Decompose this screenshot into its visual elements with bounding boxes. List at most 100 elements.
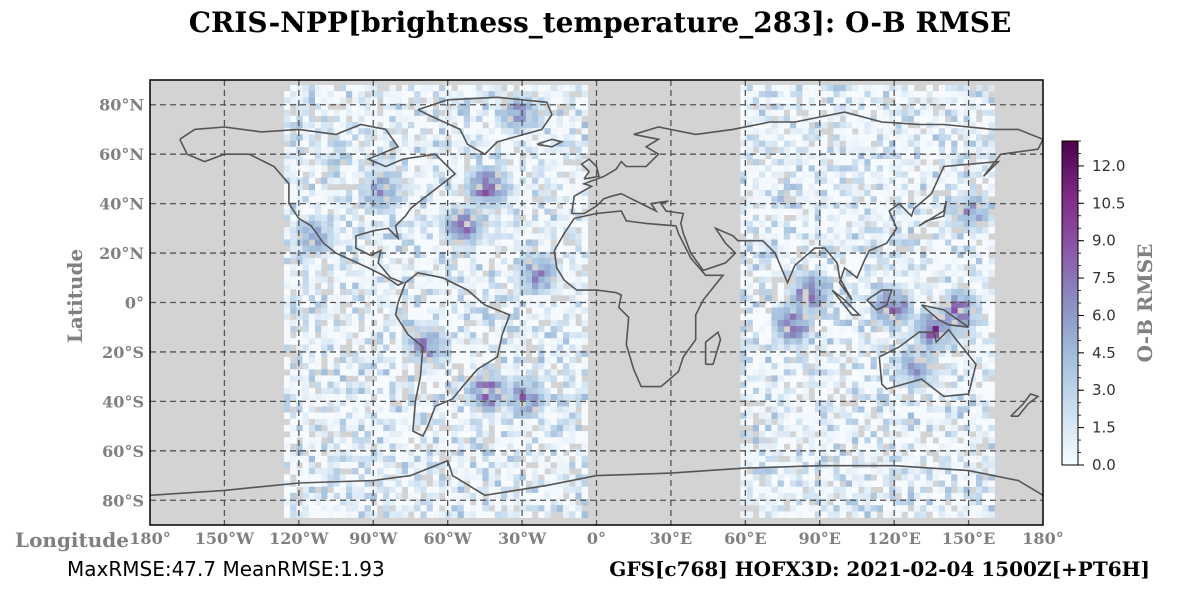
heatmap-cell [333, 227, 341, 234]
heatmap-cell [852, 449, 859, 457]
heatmap-cell [321, 122, 328, 129]
heatmap-cell [346, 449, 353, 457]
heatmap-cell [296, 159, 303, 166]
heatmap-cell [470, 505, 477, 512]
heatmap-cell [752, 468, 760, 475]
heatmap-cell [463, 363, 471, 370]
heatmap-cell [408, 146, 415, 154]
heatmap-cell [883, 84, 890, 92]
heatmap-cell [283, 152, 291, 160]
heatmap-cell [821, 159, 828, 166]
heatmap-cell [783, 103, 791, 110]
heatmap-cell [864, 146, 871, 154]
heatmap-cell [333, 492, 341, 500]
heatmap-cell [765, 146, 772, 154]
heatmap-cell [358, 505, 365, 512]
heatmap-cell [507, 356, 514, 364]
heatmap-cell [563, 196, 570, 203]
heatmap-cell [457, 227, 465, 234]
heatmap-cell [864, 492, 871, 500]
heatmap-cell [563, 344, 570, 351]
heatmap-cell [783, 152, 791, 160]
heatmap-cell [346, 295, 353, 302]
heatmap-cell [532, 394, 539, 401]
heatmap-cell [563, 418, 570, 426]
heatmap-cell [852, 214, 859, 222]
heatmap-cell [777, 109, 785, 117]
heatmap-cell [808, 270, 816, 277]
heatmap-cell [432, 245, 440, 253]
heatmap-cell [525, 381, 533, 389]
heatmap-cell [482, 171, 489, 178]
heatmap-cell [821, 134, 828, 141]
heatmap-cell [777, 258, 785, 265]
heatmap-cell [321, 492, 328, 500]
heatmap-cell [883, 418, 890, 426]
heatmap-cell [920, 91, 927, 98]
heatmap-cell [488, 443, 496, 450]
heatmap-cell [839, 424, 847, 432]
heatmap-cell [538, 455, 545, 463]
heatmap-cell [808, 264, 816, 271]
heatmap-cell [519, 499, 527, 506]
heatmap-cell [858, 326, 865, 333]
heatmap-cell [513, 122, 520, 129]
heatmap-cell [901, 350, 909, 358]
heatmap-cell [327, 109, 334, 117]
heatmap-cell [519, 245, 527, 253]
heatmap-cell [581, 338, 589, 345]
heatmap-cell [358, 270, 365, 277]
heatmap-cell [321, 307, 328, 314]
heatmap-cell [907, 313, 915, 321]
heatmap-cell [771, 245, 778, 253]
heatmap-cell [796, 431, 803, 438]
heatmap-cell [420, 282, 427, 290]
heatmap-cell [765, 338, 772, 345]
heatmap-cell [377, 233, 384, 240]
heatmap-cell [889, 431, 896, 438]
heatmap-cell [827, 492, 834, 500]
heatmap-cell [914, 152, 921, 160]
heatmap-cell [808, 91, 816, 98]
heatmap-cell [914, 313, 921, 321]
heatmap-cell [519, 313, 527, 321]
heatmap-cell [308, 486, 316, 494]
heatmap-cell [352, 109, 359, 117]
heatmap-cell [445, 449, 452, 457]
heatmap-cell [796, 499, 803, 506]
heatmap-cell [333, 91, 341, 98]
heatmap-cell [302, 140, 310, 148]
heatmap-cell [777, 313, 785, 321]
heatmap-cell [470, 171, 477, 178]
heatmap-cell [777, 437, 785, 444]
heatmap-cell [463, 424, 471, 432]
heatmap-cell [556, 332, 564, 339]
heatmap-cell [839, 511, 847, 518]
heatmap-cell [932, 183, 940, 191]
heatmap-cell [821, 202, 828, 209]
heatmap-cell [740, 369, 747, 376]
heatmap-cell [321, 97, 328, 104]
heatmap-cell [790, 270, 797, 277]
heatmap-cell [414, 356, 421, 364]
heatmap-cell [771, 492, 778, 500]
heatmap-cell [827, 505, 834, 512]
heatmap-cell [821, 140, 828, 148]
heatmap-cell [519, 165, 527, 172]
heatmap-cell [907, 474, 915, 481]
heatmap-cell [296, 183, 303, 191]
heatmap-cell [445, 152, 452, 160]
heatmap-cell [290, 171, 297, 178]
heatmap-cell [426, 375, 434, 382]
heatmap-cell [777, 115, 785, 123]
heatmap-cell [864, 474, 871, 481]
heatmap-cell [420, 486, 427, 494]
heatmap-cell [327, 505, 334, 512]
heatmap-cell [895, 332, 902, 339]
heatmap-cell [346, 505, 353, 512]
heatmap-cell [358, 418, 365, 426]
heatmap-cell [463, 128, 471, 135]
heatmap-cell [777, 400, 785, 407]
heatmap-cell [364, 381, 372, 389]
heatmap-cell [389, 282, 396, 290]
